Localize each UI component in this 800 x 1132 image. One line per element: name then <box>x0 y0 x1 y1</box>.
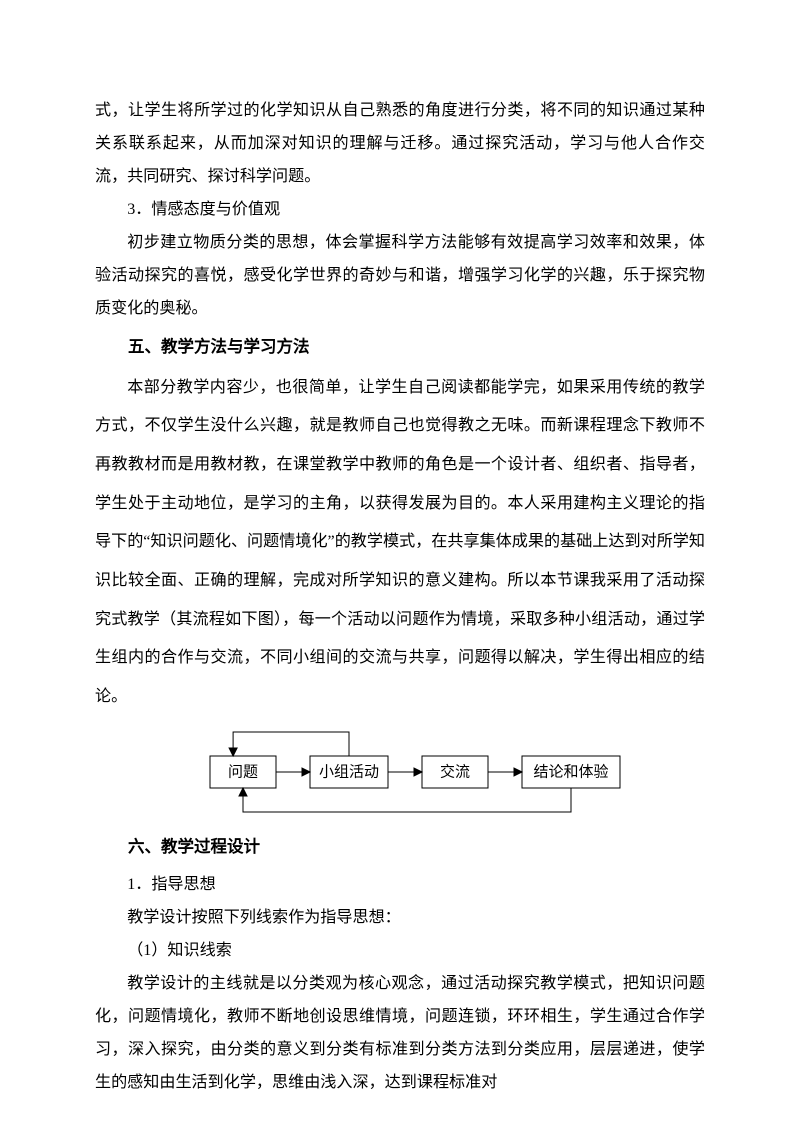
sec6-p4: 教学设计的主线就是以分类观为核心观念，通过活动探究教学模式，把知识问题化，问题情… <box>95 968 705 1100</box>
intro-p1: 式，让学生将所学过的化学知识从自己熟悉的角度进行分类，将不同的知识通过某种关系联… <box>95 95 705 194</box>
document-page: 式，让学生将所学过的化学知识从自己熟悉的角度进行分类，将不同的知识通过某种关系联… <box>0 0 800 1132</box>
sec6-p2: 教学设计按照下列线索作为指导思想： <box>95 902 705 935</box>
intro-s3-body: 初步建立物质分类的思想，体会掌握科学方法能够有效提高学习效率和效果，体验活动探究… <box>95 227 705 326</box>
svg-text:交流: 交流 <box>440 763 470 781</box>
sec6-p1: 1．指导思想 <box>95 869 705 902</box>
heading-5: 五、教学方法与学习方法 <box>95 326 705 369</box>
svg-text:问题: 问题 <box>228 764 258 781</box>
sec5-p1: 本部分教学内容少，也很简单，让学生自己阅读都能学完，如果采用传统的教学方式，不仅… <box>95 369 705 717</box>
section-5: 本部分教学内容少，也很简单，让学生自己阅读都能学完，如果采用传统的教学方式，不仅… <box>95 369 705 717</box>
intro-block: 式，让学生将所学过的化学知识从自己熟悉的角度进行分类，将不同的知识通过某种关系联… <box>95 95 705 326</box>
flowchart: 问题 小组活动 交流 结论和体验 <box>160 724 640 820</box>
heading-6: 六、教学过程设计 <box>95 826 705 869</box>
intro-s3-title: 3．情感态度与价值观 <box>95 194 705 227</box>
section-6: 1．指导思想 教学设计按照下列线索作为指导思想： （1）知识线索 教学设计的主线… <box>95 869 705 1100</box>
svg-text:结论和体验: 结论和体验 <box>533 764 608 781</box>
flowchart-wrap: 问题 小组活动 交流 结论和体验 <box>95 724 705 820</box>
svg-text:小组活动: 小组活动 <box>319 764 379 781</box>
sec6-p3: （1）知识线索 <box>95 935 705 968</box>
